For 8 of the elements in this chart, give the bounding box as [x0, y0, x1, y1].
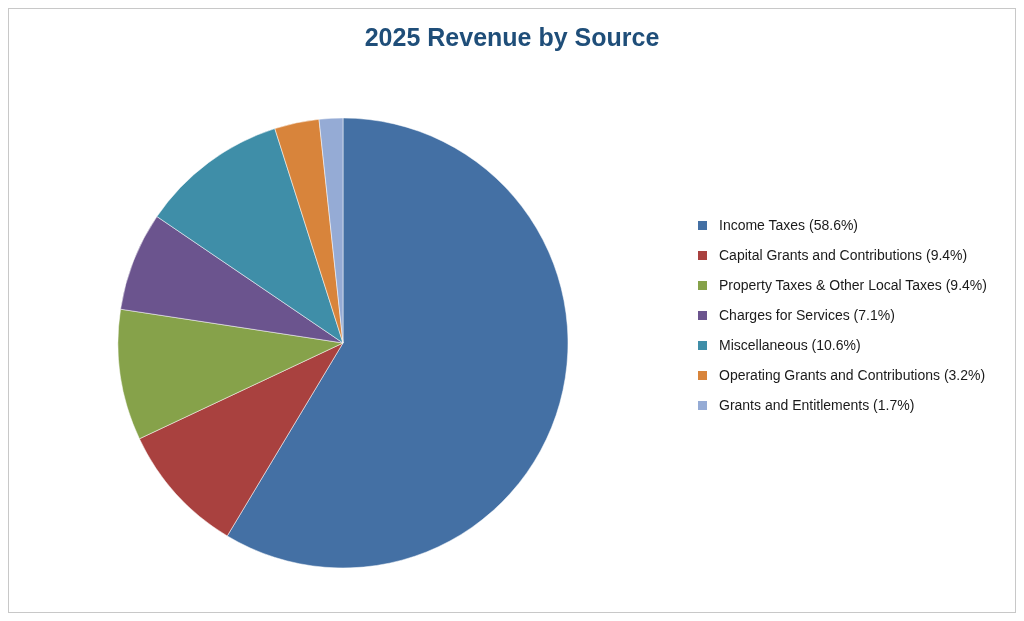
legend-label: Miscellaneous (10.6%) [719, 336, 861, 353]
legend-label: Income Taxes (58.6%) [719, 216, 859, 233]
legend-label: Capital Grants and Contributions (9.4%) [719, 246, 968, 263]
legend-label: Charges for Services (7.1%) [719, 306, 895, 323]
chart-title: 2025 Revenue by Source [364, 23, 660, 51]
legend-label: Property Taxes & Other Local Taxes (9.4%) [719, 276, 987, 293]
legend-label: Operating Grants and Contributions (3.2%) [719, 366, 986, 383]
legend-label: Grants and Entitlements (1.7%) [719, 396, 915, 413]
